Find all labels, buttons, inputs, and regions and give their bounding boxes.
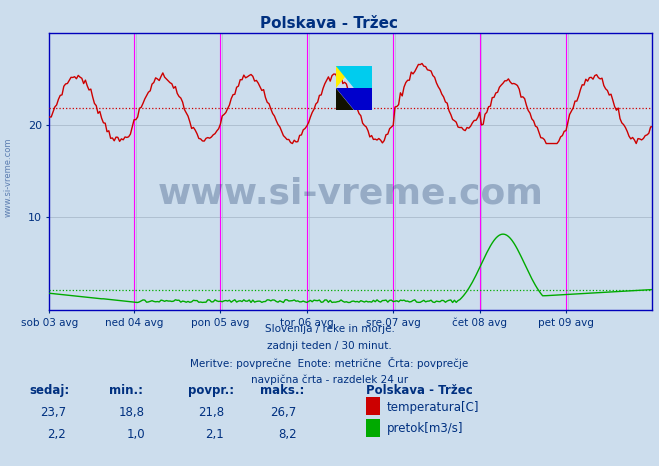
Text: Polskava - Tržec: Polskava - Tržec [366, 384, 473, 397]
Text: 23,7: 23,7 [40, 406, 66, 419]
Text: www.si-vreme.com: www.si-vreme.com [158, 177, 544, 211]
Text: 26,7: 26,7 [270, 406, 297, 419]
Polygon shape [336, 66, 372, 88]
Text: 2,2: 2,2 [47, 428, 66, 441]
Text: sedaj:: sedaj: [30, 384, 70, 397]
Text: pretok[m3/s]: pretok[m3/s] [387, 423, 463, 435]
Text: zadnji teden / 30 minut.: zadnji teden / 30 minut. [267, 341, 392, 350]
Polygon shape [336, 88, 354, 110]
Text: 21,8: 21,8 [198, 406, 224, 419]
Text: Meritve: povprečne  Enote: metrične  Črta: povprečje: Meritve: povprečne Enote: metrične Črta:… [190, 357, 469, 370]
Text: maks.:: maks.: [260, 384, 304, 397]
Text: 1,0: 1,0 [127, 428, 145, 441]
Text: navpična črta - razdelek 24 ur: navpična črta - razdelek 24 ur [251, 374, 408, 385]
Text: Polskava - Tržec: Polskava - Tržec [260, 16, 399, 31]
Text: Slovenija / reke in morje.: Slovenija / reke in morje. [264, 324, 395, 334]
Text: 18,8: 18,8 [119, 406, 145, 419]
Text: 2,1: 2,1 [206, 428, 224, 441]
Text: 8,2: 8,2 [278, 428, 297, 441]
Text: min.:: min.: [109, 384, 143, 397]
Text: povpr.:: povpr.: [188, 384, 234, 397]
Polygon shape [336, 66, 354, 88]
Polygon shape [336, 88, 372, 110]
Text: temperatura[C]: temperatura[C] [387, 401, 479, 413]
Text: www.si-vreme.com: www.si-vreme.com [3, 137, 13, 217]
